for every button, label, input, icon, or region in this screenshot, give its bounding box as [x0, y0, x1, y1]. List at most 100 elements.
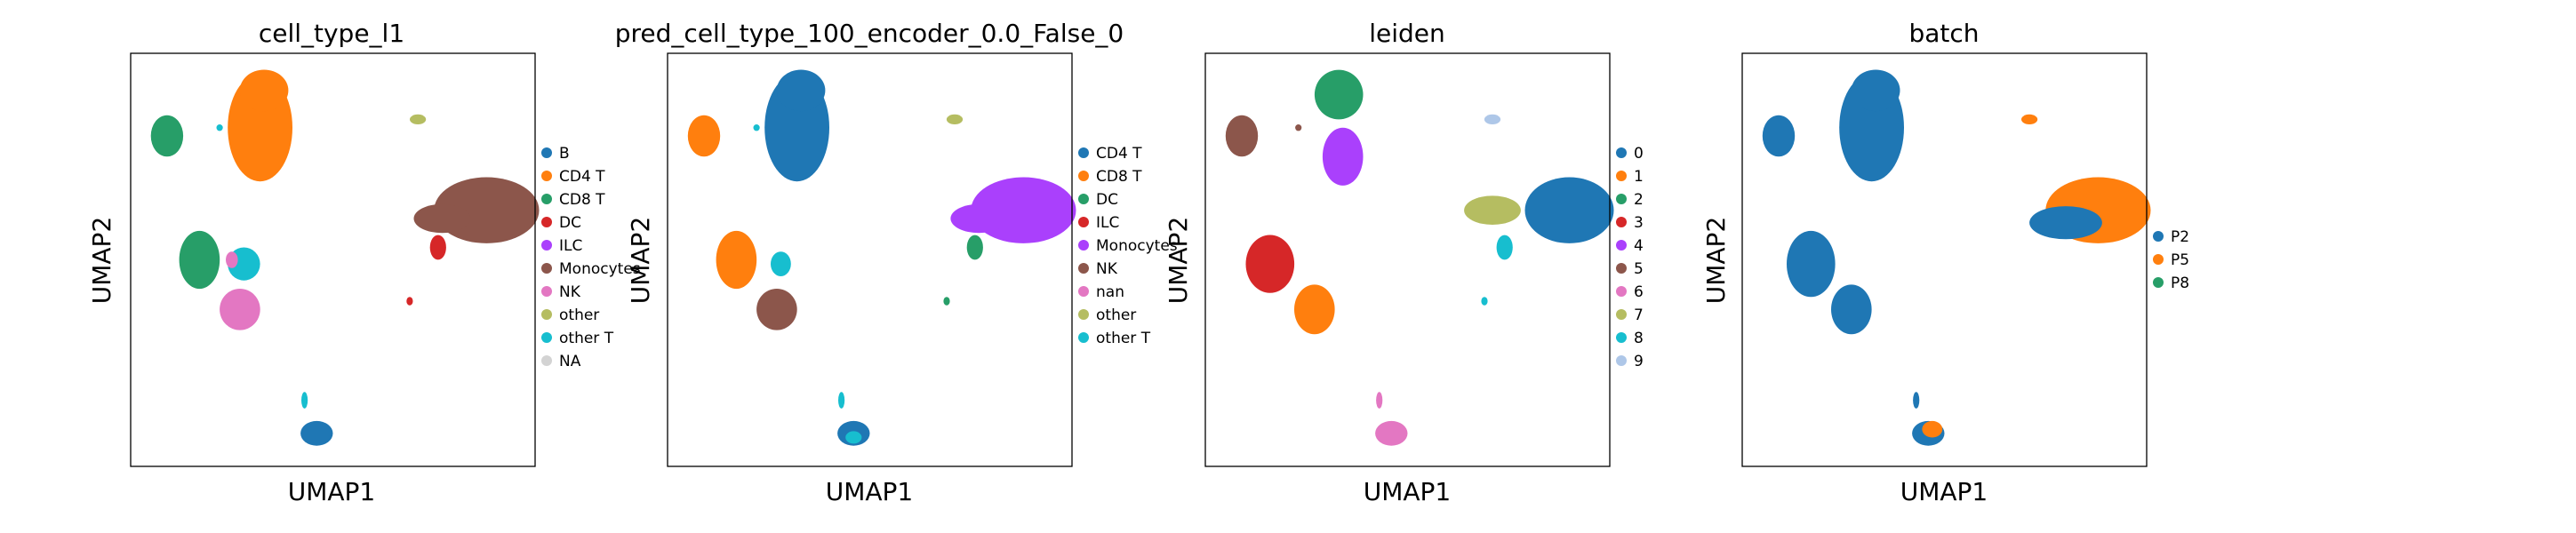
cluster-12 [1375, 420, 1408, 446]
legend-label: other [1096, 306, 1136, 324]
y-axis-label: UMAP2 [626, 217, 655, 305]
cluster-4 [410, 114, 427, 124]
cluster-8 [716, 230, 757, 290]
legend-marker [2153, 277, 2164, 288]
legend-marker [541, 355, 552, 366]
legend-marker [2153, 231, 2164, 242]
cluster-4 [1484, 114, 1501, 124]
legend-marker [1078, 171, 1089, 181]
legend-label: 6 [1634, 283, 1644, 301]
legend-label: NK [559, 283, 581, 301]
legend-marker [1616, 263, 1627, 274]
cluster-2 [687, 115, 721, 157]
legend-label: CD8 T [559, 191, 605, 209]
legend-marker [541, 240, 552, 251]
legend-label: DC [1096, 191, 1118, 209]
x-axis-label: UMAP1 [1900, 477, 1988, 506]
cluster-10 [1481, 297, 1488, 306]
cluster-14 [845, 431, 862, 444]
legend-marker [1616, 217, 1627, 227]
cluster-2 [1762, 115, 1796, 157]
scatter-points [687, 69, 1076, 446]
legend-label: 7 [1634, 306, 1644, 324]
legend: P2 P5 P8 [2153, 228, 2189, 292]
legend-label: 0 [1634, 145, 1644, 163]
legend: 0 1 2 3 4 5 6 7 8 9 [1616, 145, 1644, 370]
legend-label: DC [559, 214, 581, 232]
cluster-8 [1913, 392, 1920, 409]
panel-title: cell_type_l1 [259, 19, 404, 48]
x-axis-label: UMAP1 [288, 477, 376, 506]
legend-marker [1078, 286, 1089, 297]
cluster-10 [220, 289, 260, 330]
legend-marker [541, 263, 552, 274]
legend-label: other T [559, 330, 614, 347]
legend-label: ILC [559, 237, 582, 255]
cluster-3 [216, 124, 223, 131]
cluster-5 [1524, 177, 1614, 243]
legend-label: Monocytes [1096, 237, 1178, 255]
panel-batch: batch UMAP1 UMAP2 P2 P5 P8 [1701, 19, 2189, 506]
cluster-1 [1851, 69, 1900, 112]
legend: CD4 T CD8 T DC ILC Monocytes NK nan other other … [1078, 145, 1178, 347]
cluster-9 [771, 251, 791, 276]
cluster-1 [1322, 127, 1364, 186]
legend-label: Monocytes [559, 260, 641, 278]
legend-label: 1 [1634, 168, 1644, 186]
legend-label: 2 [1634, 191, 1644, 209]
legend-marker [1078, 332, 1089, 343]
legend-marker [1078, 194, 1089, 204]
legend-label: B [559, 145, 570, 163]
cluster-8 [1245, 235, 1295, 293]
legend-marker [1616, 309, 1627, 320]
legend-label: P5 [2171, 251, 2189, 269]
cluster-7 [1496, 235, 1513, 260]
legend-marker [541, 286, 552, 297]
legend-label: 5 [1634, 260, 1644, 278]
legend-marker [2153, 254, 2164, 265]
cluster-3 [1295, 124, 1302, 131]
cluster-2 [150, 115, 184, 157]
cluster-3 [753, 124, 760, 131]
axes-frame [1741, 52, 2148, 467]
cluster-4 [946, 114, 964, 124]
legend-marker [1616, 332, 1627, 343]
legend-marker [1616, 286, 1627, 297]
axes-frame [130, 52, 536, 467]
cluster-2 [1225, 115, 1259, 157]
cluster-7 [1831, 284, 1872, 335]
cluster-5 [2029, 206, 2102, 240]
legend-marker [541, 217, 552, 227]
legend-marker [541, 171, 552, 181]
legend-label: 9 [1634, 353, 1644, 370]
cluster-11 [943, 297, 950, 306]
cluster-9 [1294, 284, 1335, 335]
legend-label: CD4 T [559, 168, 605, 186]
legend-label: other T [1096, 330, 1151, 347]
cluster-14 [300, 420, 333, 446]
legend-label: 4 [1634, 237, 1644, 255]
legend-marker [541, 309, 552, 320]
legend-marker [1078, 217, 1089, 227]
cluster-7 [429, 235, 446, 260]
legend-marker [1616, 171, 1627, 181]
panel-title: batch [1908, 19, 1979, 48]
x-axis-label: UMAP1 [826, 477, 914, 506]
axes-frame [1204, 52, 1611, 467]
legend-label: NA [559, 353, 581, 370]
cluster-7 [966, 235, 983, 260]
cluster-11 [225, 251, 238, 268]
legend-marker [1616, 194, 1627, 204]
legend-label: other [559, 306, 599, 324]
cluster-10 [756, 289, 797, 330]
axes-frame [667, 52, 1073, 467]
cluster-10 [1922, 420, 1943, 438]
legend-label: nan [1096, 283, 1124, 301]
scatter-points [1225, 69, 1614, 446]
legend-marker [1078, 309, 1089, 320]
legend-marker [1616, 355, 1627, 366]
legend-marker [1078, 147, 1089, 158]
y-axis-label: UMAP2 [87, 217, 116, 305]
cluster-6 [1464, 195, 1521, 225]
legend-marker [541, 147, 552, 158]
